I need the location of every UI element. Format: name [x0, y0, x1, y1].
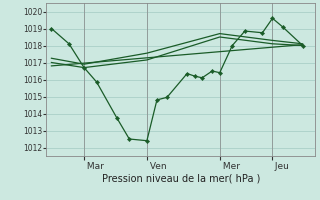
X-axis label: Pression niveau de la mer( hPa ): Pression niveau de la mer( hPa ): [102, 173, 260, 183]
